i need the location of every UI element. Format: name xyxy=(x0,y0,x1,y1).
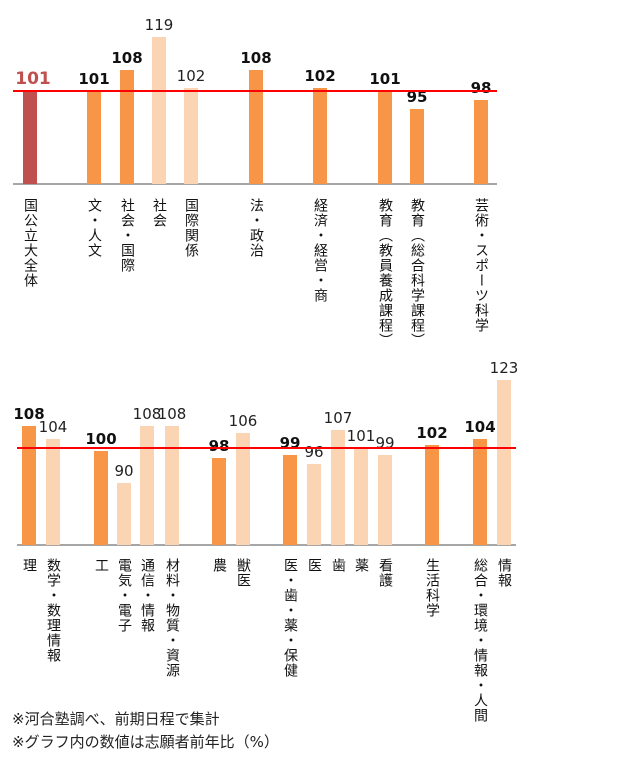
data-label: 102 xyxy=(416,424,448,443)
data-label: 123 xyxy=(489,358,519,377)
bar xyxy=(307,463,321,545)
bar xyxy=(473,438,487,545)
category-label: 医 xyxy=(306,558,322,573)
category-label: 通信・情報 xyxy=(139,558,155,633)
bar xyxy=(94,451,108,545)
data-label: 90 xyxy=(114,461,134,480)
data-label: 106 xyxy=(228,411,258,430)
reference-line xyxy=(17,447,516,450)
bar xyxy=(283,454,297,545)
data-label: 108 xyxy=(157,405,187,424)
x-axis-baseline xyxy=(17,544,516,546)
category-label: 教育（教員養成課程） xyxy=(377,198,393,348)
bar xyxy=(212,457,226,545)
bar xyxy=(184,88,198,184)
bar xyxy=(140,426,154,545)
data-label: 101 xyxy=(78,70,110,88)
category-label: 農 xyxy=(211,558,227,573)
data-label: 104 xyxy=(38,417,68,436)
note-values: ※グラフ内の数値は志願者前年比（%） xyxy=(12,733,279,751)
data-label: 101 xyxy=(15,69,51,89)
category-label: 数学・数理情報 xyxy=(45,558,61,663)
bar xyxy=(46,438,60,545)
bar xyxy=(354,448,368,545)
category-label: 情報 xyxy=(496,558,512,588)
category-label: 文・人文 xyxy=(86,198,102,258)
category-label: 歯 xyxy=(330,558,346,573)
category-label: 生活科学 xyxy=(424,558,440,618)
data-label: 100 xyxy=(85,430,117,449)
bar xyxy=(22,426,36,545)
bar xyxy=(87,91,101,184)
category-label: 教育（総合科学課程） xyxy=(409,198,425,348)
reference-line xyxy=(13,90,497,92)
bar xyxy=(410,109,424,184)
category-label: 社会・国際 xyxy=(119,198,135,273)
x-axis-baseline xyxy=(13,183,497,185)
category-label: 法・政治 xyxy=(248,198,264,258)
data-label: 108 xyxy=(132,405,162,424)
data-label: 102 xyxy=(304,67,336,85)
bar xyxy=(331,429,345,545)
category-label: 理 xyxy=(21,558,37,573)
data-label: 108 xyxy=(240,49,272,67)
bar xyxy=(425,445,439,545)
data-label: 108 xyxy=(13,405,45,424)
bar xyxy=(120,70,134,184)
data-label: 99 xyxy=(375,433,395,452)
category-label: 材料・物質・資源 xyxy=(164,558,180,678)
bar xyxy=(236,432,250,545)
bar xyxy=(378,91,392,184)
data-label: 98 xyxy=(470,79,492,97)
bar xyxy=(165,426,179,545)
category-label: 芸術・スポーツ科学 xyxy=(473,198,489,333)
category-label: 薬 xyxy=(353,558,369,573)
bar xyxy=(23,91,37,184)
bar xyxy=(152,37,166,184)
bar xyxy=(249,70,263,184)
category-label: 獣医 xyxy=(235,558,251,588)
note-source: ※河合塾調べ、前期日程で集計 xyxy=(12,710,220,728)
category-label: 国際関係 xyxy=(183,198,199,258)
bar xyxy=(313,88,327,184)
data-label: 119 xyxy=(144,16,174,34)
category-label: 国公立大全体 xyxy=(22,198,38,288)
data-label: 107 xyxy=(323,408,353,427)
data-label: 101 xyxy=(346,427,376,446)
category-label: 社会 xyxy=(151,198,167,228)
data-label: 99 xyxy=(279,433,301,452)
bar xyxy=(497,379,511,545)
category-label: 看護 xyxy=(377,558,393,588)
bar xyxy=(378,454,392,545)
data-label: 101 xyxy=(369,70,401,88)
category-label: 医・歯・薬・保健 xyxy=(282,558,298,678)
category-label: 経済・経営・商 xyxy=(312,198,328,303)
data-label: 95 xyxy=(406,88,428,106)
category-label: 総合・環境・情報・人間 xyxy=(472,558,488,723)
data-label: 102 xyxy=(176,67,206,85)
data-label: 98 xyxy=(208,436,230,455)
category-label: 電気・電子 xyxy=(116,558,132,633)
category-label: 工 xyxy=(93,558,109,573)
bar xyxy=(117,482,131,545)
data-label: 108 xyxy=(111,49,143,67)
bar xyxy=(474,100,488,184)
data-label: 104 xyxy=(464,417,496,436)
